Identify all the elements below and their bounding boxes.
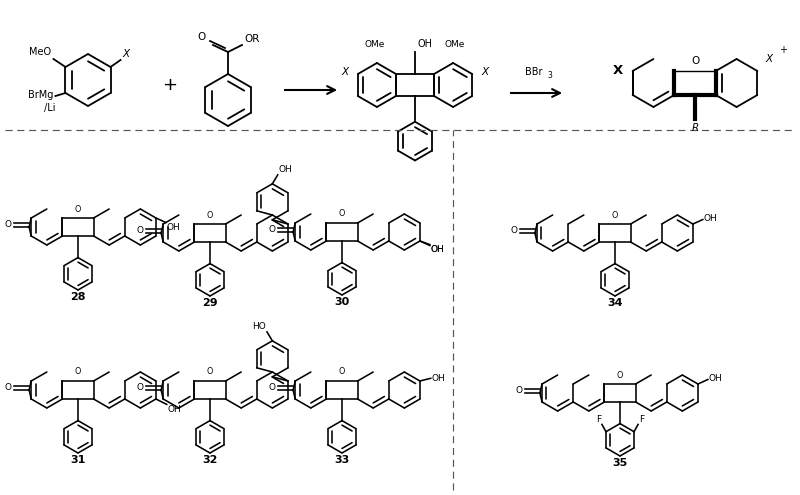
Text: F: F [639,415,644,424]
Text: O: O [339,209,345,218]
Text: O: O [269,384,276,393]
Text: 33: 33 [334,454,350,465]
Text: OH: OH [704,214,718,223]
Text: 29: 29 [202,297,218,307]
Text: OMe: OMe [445,40,466,49]
Text: O: O [137,226,144,236]
Text: 30: 30 [334,297,350,306]
Text: OH: OH [430,246,445,254]
Text: OH: OH [709,374,722,383]
Text: O: O [198,32,206,42]
Text: X: X [612,63,622,77]
Text: R: R [691,123,698,133]
Text: O: O [691,56,699,66]
Text: +: + [779,45,787,55]
Text: O: O [207,367,213,377]
Text: 3: 3 [547,71,552,80]
Text: O: O [5,220,12,229]
Text: O: O [510,226,518,236]
Text: OH: OH [168,405,182,414]
Text: /Li: /Li [44,103,55,113]
Text: OH: OH [418,39,433,49]
Text: O: O [515,387,522,396]
Text: O: O [339,367,345,377]
Text: 31: 31 [70,454,86,465]
Text: OH: OH [431,246,445,254]
Text: O: O [207,210,213,219]
Text: X: X [342,67,349,77]
Text: O: O [75,204,81,213]
Text: OR: OR [244,34,259,44]
Text: O: O [75,367,81,377]
Text: F: F [596,415,601,424]
Text: HO: HO [252,322,266,331]
Text: MeO: MeO [30,47,51,57]
Text: O: O [612,210,618,219]
Text: +: + [162,76,178,94]
Text: X: X [122,49,130,59]
Text: OMe: OMe [365,40,385,49]
Text: O: O [137,384,144,393]
Text: O: O [617,370,623,380]
Text: BBr: BBr [526,67,542,77]
Text: X: X [481,67,488,77]
Text: OH: OH [167,222,181,232]
Text: O: O [269,225,276,235]
Text: X: X [766,54,773,64]
Text: OH: OH [432,374,446,383]
Text: OH: OH [278,165,293,174]
Text: 34: 34 [607,297,622,307]
Text: 32: 32 [202,454,218,465]
Text: 35: 35 [612,457,628,468]
Text: O: O [5,384,12,393]
Text: 28: 28 [70,292,86,301]
Text: BrMg: BrMg [28,90,54,100]
